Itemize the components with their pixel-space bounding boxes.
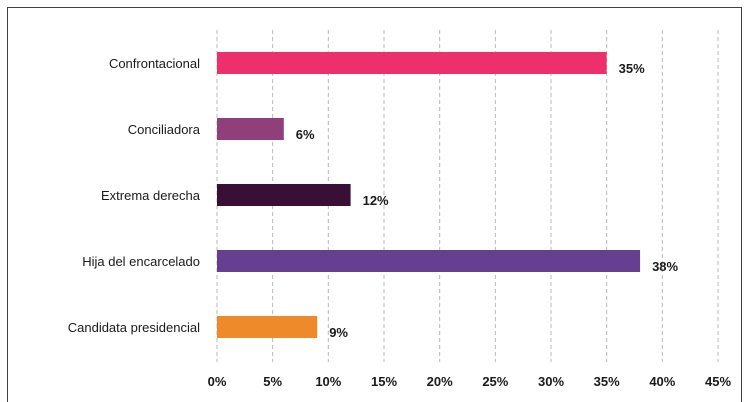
bar: [217, 316, 318, 338]
category-label: Candidata presidencial: [68, 320, 200, 335]
data-label: 6%: [296, 127, 315, 142]
x-tick-label: 25%: [482, 374, 508, 389]
x-tick-label: 45%: [705, 374, 731, 389]
bar: [217, 250, 641, 272]
x-tick-label: 0%: [208, 374, 227, 389]
x-tick-label: 20%: [427, 374, 453, 389]
bar: [217, 184, 351, 206]
category-label: Confrontacional: [109, 56, 200, 71]
category-label: Conciliadora: [128, 122, 201, 137]
gridlines: [216, 30, 719, 362]
bars: [217, 52, 641, 338]
bar: [217, 52, 607, 74]
data-labels: 35% 6% 12% 38% 9%: [296, 61, 679, 340]
category-labels: Confrontacional Conciliadora Extrema derec…: [68, 56, 201, 335]
category-label: Hija del encarcelado: [82, 254, 200, 269]
data-label: 12%: [363, 193, 389, 208]
x-tick-label: 5%: [263, 374, 282, 389]
data-label: 35%: [619, 61, 645, 76]
category-label: Extrema derecha: [101, 188, 201, 203]
x-tick-label: 10%: [315, 374, 341, 389]
x-tick-label: 40%: [649, 374, 675, 389]
x-tick-label: 35%: [594, 374, 620, 389]
x-tick-label: 30%: [538, 374, 564, 389]
x-tick-label: 15%: [371, 374, 397, 389]
data-label: 9%: [329, 325, 348, 340]
data-label: 38%: [652, 259, 678, 274]
bar: [217, 118, 284, 140]
x-tick-labels: 0% 5% 10% 15% 20% 25% 30% 35% 40% 45%: [208, 374, 732, 389]
